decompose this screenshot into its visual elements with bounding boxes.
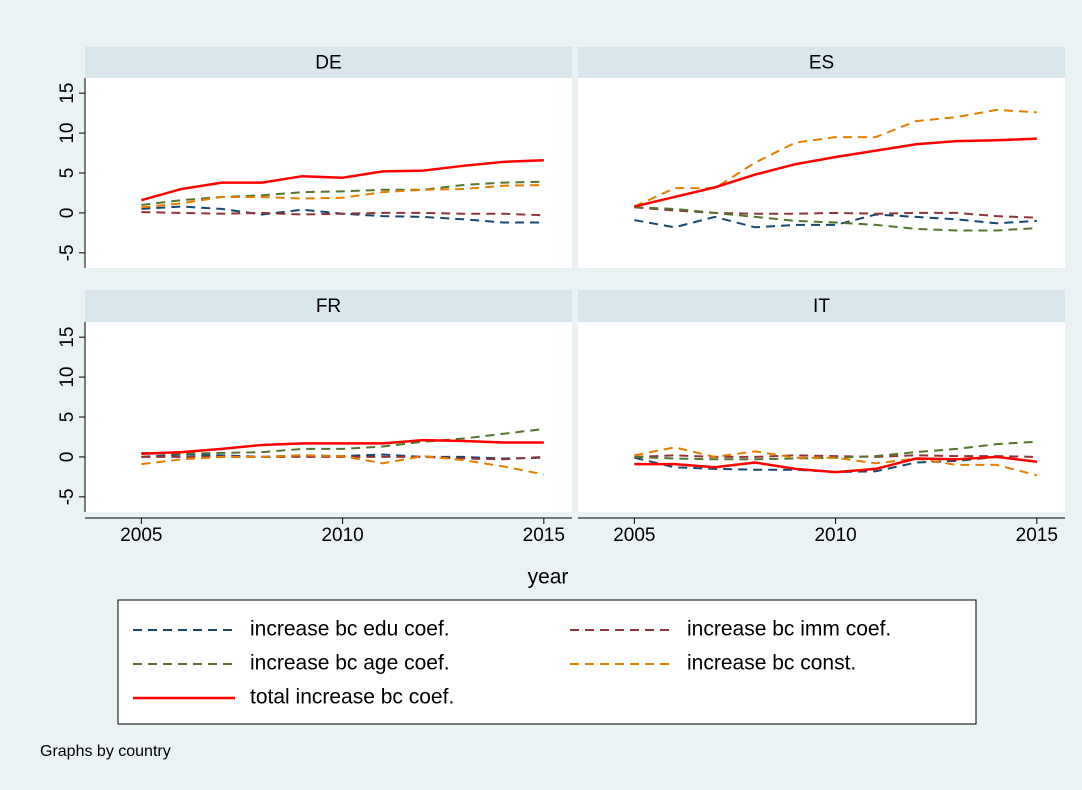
legend-label: increase bc edu coef. [250,618,450,641]
panel-title: IT [813,296,830,317]
x-tick-label: 2005 [613,525,655,546]
series-line [634,213,1037,229]
panel-header [85,47,572,78]
plot-area [85,322,572,512]
series-line [141,438,544,455]
panel-header [578,290,1065,322]
series-line [141,158,544,202]
x-tick-label: 2015 [523,525,565,546]
plot-area [578,78,1065,268]
series-line [141,454,545,476]
series-line [141,183,544,209]
legend-box [117,599,977,725]
series-line [141,211,544,217]
series-line [634,446,1038,477]
series-line [633,108,1037,208]
y-tick-label: 5 [57,168,78,179]
series-line [634,454,1037,458]
y-tick-label: 15 [57,327,78,348]
y-tick-label: 10 [57,123,78,144]
note: Graphs by country [40,743,171,760]
x-tick-label: 2010 [321,525,363,546]
legend-label: increase bc imm coef. [687,618,891,641]
x-tick-label: 2015 [1016,525,1058,546]
legend-label: increase bc age coef. [250,652,450,675]
series-line [634,206,1037,232]
panel-header [578,47,1065,78]
x-axis-label: year [528,566,569,589]
y-tick-label: -5 [57,488,78,505]
legend-label: total increase bc coef. [250,686,454,709]
series-line [634,455,1037,474]
x-tick-label: 2010 [814,525,856,546]
y-tick-label: 5 [57,412,78,423]
series-line [634,440,1037,461]
x-tick-label: 2005 [120,525,162,546]
series-line [141,427,544,455]
y-tick-label: 0 [57,452,78,463]
panel-title: FR [316,296,341,317]
y-tick-label: 15 [57,83,78,104]
series-line [634,137,1037,208]
y-tick-label: -5 [57,244,78,261]
panel-title: ES [809,53,834,74]
y-tick-label: 10 [57,367,78,388]
panel-title: DE [315,53,341,74]
series-line [141,180,544,206]
legend-label: increase bc const. [687,652,856,675]
plot-area [85,78,572,268]
plot-area [578,322,1065,512]
y-tick-label: 0 [57,208,78,219]
panel-header [85,290,572,322]
